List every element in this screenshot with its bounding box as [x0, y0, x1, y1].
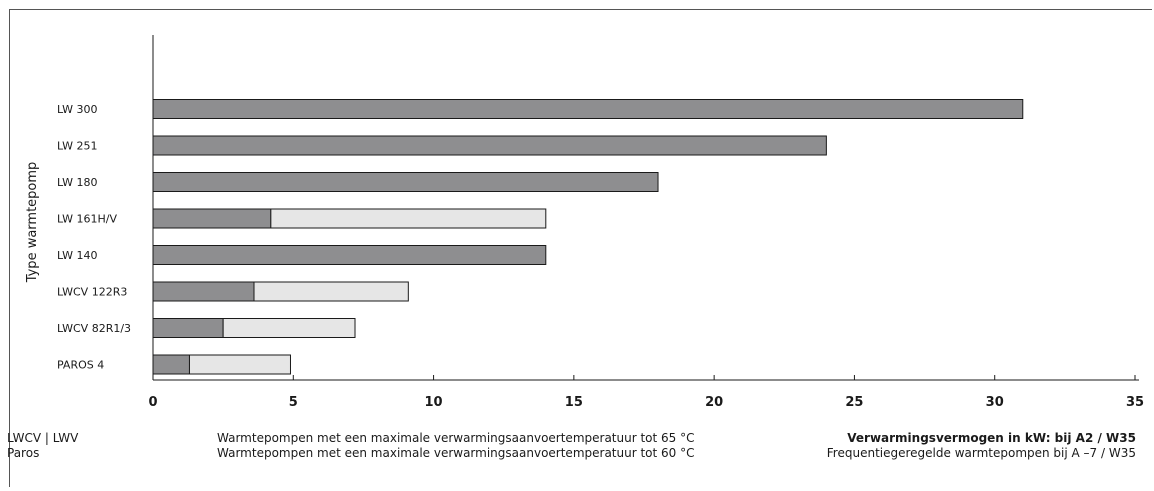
bar-segment-secondary [222, 318, 356, 338]
category-label: LW 251 [57, 140, 98, 153]
legend-middle: Warmtepompen met een maximale verwarming… [217, 431, 695, 461]
legend-middle-line-1: Warmtepompen met een maximale verwarming… [217, 431, 695, 445]
bar-chart: Type warmtepomp 0 5 10 15 20 25 30 35 LW 300 LW 2… [25, 35, 1144, 410]
legend-left: LWCV | LWV Paros [7, 431, 78, 461]
category-label: LW 300 [57, 103, 98, 116]
category-label: LWCV 122R3 [57, 286, 127, 299]
bar-segment-secondary [188, 354, 291, 375]
bar-segment-primary [152, 245, 547, 265]
bar-segment-secondary [253, 281, 409, 302]
bar-segment-primary [152, 135, 827, 156]
category-label: LW 140 [57, 249, 98, 262]
category-label: LW 161H/V [57, 213, 117, 226]
legend-right: Verwarmingsvermogen in kW: bij A2 / W35 … [827, 431, 1136, 461]
legend-left-line-1: LWCV | LWV [7, 431, 79, 445]
bar-segment-primary [152, 172, 659, 192]
legend-right-title: Verwarmingsvermogen in kW: bij A2 / W35 [847, 431, 1136, 445]
x-tick-label: 20 [705, 395, 723, 410]
x-tick-label: 0 [148, 395, 157, 410]
x-tick-label: 10 [425, 395, 443, 410]
chart-frame [9, 9, 1152, 487]
legend-middle-line-2: Warmtepompen met een maximale verwarming… [217, 446, 695, 460]
x-tick-label: 35 [1126, 395, 1144, 410]
category-label: LWCV 82R1/3 [57, 322, 131, 335]
category-label: PAROS 4 [57, 359, 104, 372]
bar-segment-primary [152, 354, 190, 375]
bar-segment-primary [152, 281, 255, 302]
legend-left-line-2: Paros [7, 446, 40, 460]
bar-segment-secondary [270, 208, 547, 229]
y-axis-label: Type warmtepomp [25, 162, 40, 284]
category-label: LW 180 [57, 176, 98, 189]
x-tick-label: 15 [565, 395, 583, 410]
bar-segment-primary [152, 99, 1024, 119]
x-tick-label: 5 [289, 395, 298, 410]
bar-segment-primary [152, 318, 224, 338]
bar-segment-primary [152, 208, 272, 229]
x-tick-label: 30 [986, 395, 1004, 410]
legend-right-subtitle: Frequentiegeregelde warmtepompen bij A –… [826, 446, 1136, 460]
x-tick-label: 25 [845, 395, 863, 410]
